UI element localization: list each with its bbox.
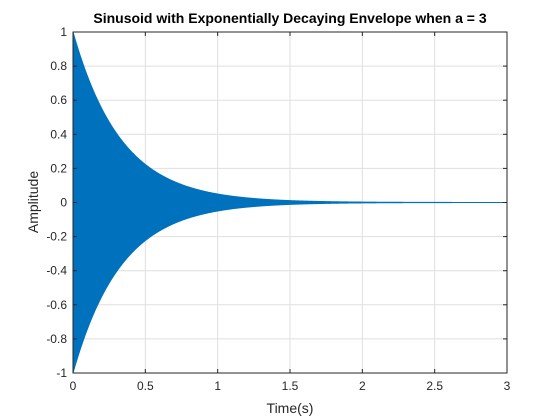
y-tick-label: 0.2 (50, 161, 67, 175)
y-tick-label: -0.6 (46, 298, 67, 312)
y-tick-label: -1 (56, 366, 67, 380)
x-tick-labels: 0 0.5 1 1.5 2 2.5 3 (70, 379, 511, 393)
y-tick-label: -0.2 (46, 230, 67, 244)
x-tick-label: 2 (359, 379, 366, 393)
y-tick-label: 0.8 (50, 59, 67, 73)
x-axis-label: Time(s) (267, 400, 314, 416)
y-tick-labels: -1 -0.8 -0.6 -0.4 -0.2 0 0.2 0.4 0.6 0.8 1 (46, 25, 67, 380)
y-tick-label: 0.4 (50, 127, 67, 141)
y-tick-label: 0 (60, 196, 67, 210)
x-tick-label: 0 (70, 379, 77, 393)
x-tick-label: 1 (214, 379, 221, 393)
y-tick-label: -0.4 (46, 264, 67, 278)
y-tick-label: 1 (60, 25, 67, 39)
x-tick-label: 2.5 (426, 379, 443, 393)
chart-title: Sinusoid with Exponentially Decaying Env… (93, 10, 486, 26)
y-tick-label: -0.8 (46, 332, 67, 346)
y-tick-label: 0.6 (50, 93, 67, 107)
y-axis-label: Amplitude (25, 171, 41, 233)
tick-marks (72, 31, 508, 374)
x-tick-label: 0.5 (137, 379, 154, 393)
x-tick-label: 1.5 (282, 379, 299, 393)
x-tick-label: 3 (504, 379, 511, 393)
